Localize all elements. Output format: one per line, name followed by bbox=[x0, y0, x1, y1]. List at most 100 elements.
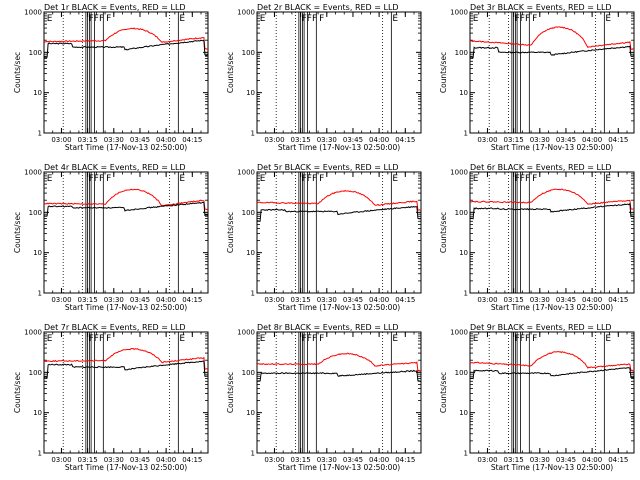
x-tick-label: 03:15 bbox=[504, 296, 524, 304]
x-tick-label: 03:30 bbox=[530, 136, 550, 144]
event-marker: E bbox=[392, 14, 398, 24]
y-tick-label: 100 bbox=[29, 49, 42, 57]
lld-series-line bbox=[43, 27, 209, 50]
x-tick-label: 03:15 bbox=[291, 456, 311, 464]
event-marker: FFF bbox=[515, 334, 531, 344]
x-tick-label: 04:15 bbox=[182, 136, 202, 144]
event-marker: E bbox=[260, 174, 266, 184]
y-tick-label: 1 bbox=[251, 450, 255, 458]
y-tick-label: 100 bbox=[242, 369, 255, 377]
y-tick-label: 100 bbox=[455, 369, 468, 377]
events-series-line bbox=[256, 369, 422, 382]
x-tick-label: 03:00 bbox=[51, 296, 71, 304]
x-tick-label: 03:00 bbox=[264, 296, 284, 304]
y-axis-label: Counts/sec bbox=[439, 372, 448, 413]
y-tick-label: 1000 bbox=[450, 329, 468, 337]
events-series-line bbox=[43, 360, 209, 379]
x-tick-label: 03:30 bbox=[104, 456, 124, 464]
events-series-line bbox=[43, 39, 208, 59]
event-marker: E bbox=[47, 334, 53, 344]
event-marker: E bbox=[473, 334, 479, 344]
y-tick-label: 1000 bbox=[24, 169, 42, 177]
y-tick-label: 1 bbox=[464, 450, 468, 458]
x-tick-label: 03:45 bbox=[343, 136, 363, 144]
x-tick-label: 04:00 bbox=[156, 136, 176, 144]
event-marker: E bbox=[473, 14, 479, 24]
x-tick-label: 04:15 bbox=[182, 456, 202, 464]
y-tick-label: 100 bbox=[242, 49, 255, 57]
x-tick-label: 03:00 bbox=[51, 456, 71, 464]
panel-det-4: Det 4r BLACK = Events, RED = LLD Counts/s… bbox=[13, 163, 209, 312]
panel-title: Det 9r BLACK = Events, RED = LLD bbox=[470, 323, 612, 332]
y-axis-label: Counts/sec bbox=[226, 372, 235, 413]
x-tick-label: 03:15 bbox=[78, 456, 98, 464]
y-tick-label: 10 bbox=[246, 249, 255, 257]
plot-frame bbox=[256, 11, 422, 134]
x-tick-label: 03:00 bbox=[477, 136, 497, 144]
panel-det-2: Det 2r BLACK = Events, RED = LLD Counts/s… bbox=[226, 3, 422, 152]
plot-frame bbox=[43, 331, 209, 454]
y-axis-label: Counts/sec bbox=[13, 372, 22, 413]
event-marker: E bbox=[605, 14, 611, 24]
y-tick-label: 10 bbox=[459, 409, 468, 417]
y-tick-label: 10 bbox=[246, 89, 255, 97]
y-tick-label: 1 bbox=[251, 130, 255, 138]
panel-title: Det 2r BLACK = Events, RED = LLD bbox=[257, 3, 399, 12]
x-tick-label: 03:30 bbox=[530, 296, 550, 304]
x-axis-label: Start Time (17-Nov-13 02:50:00) bbox=[278, 463, 400, 472]
event-marker: F bbox=[319, 174, 324, 184]
x-tick-label: 04:15 bbox=[608, 296, 628, 304]
panel-title: Det 8r BLACK = Events, RED = LLD bbox=[257, 323, 399, 332]
x-tick-label: 03:45 bbox=[343, 456, 363, 464]
y-axis-label: Counts/sec bbox=[439, 212, 448, 253]
x-tick-label: 03:30 bbox=[317, 296, 337, 304]
y-tick-label: 1 bbox=[464, 290, 468, 298]
x-axis-label: Start Time (17-Nov-13 02:50:00) bbox=[491, 463, 613, 472]
event-marker: FFF bbox=[515, 174, 531, 184]
plot-frame bbox=[43, 171, 209, 294]
y-tick-label: 10 bbox=[33, 89, 42, 97]
panel-title: Det 5r BLACK = Events, RED = LLD bbox=[257, 163, 399, 172]
plot-frame bbox=[469, 11, 635, 134]
x-tick-label: 03:30 bbox=[104, 136, 124, 144]
x-tick-label: 04:15 bbox=[608, 456, 628, 464]
lld-series-line bbox=[257, 190, 422, 211]
lld-series-line bbox=[43, 188, 209, 211]
y-axis-label: Counts/sec bbox=[439, 52, 448, 93]
x-tick-label: 03:00 bbox=[51, 136, 71, 144]
event-marker: FFF bbox=[515, 14, 531, 24]
x-axis-label: Start Time (17-Nov-13 02:50:00) bbox=[491, 143, 613, 152]
event-marker: F bbox=[106, 334, 111, 344]
x-tick-label: 04:00 bbox=[369, 296, 389, 304]
x-tick-label: 04:15 bbox=[395, 136, 415, 144]
panel-title: Det 4r BLACK = Events, RED = LLD bbox=[44, 163, 186, 172]
x-axis-label: Start Time (17-Nov-13 02:50:00) bbox=[491, 303, 613, 312]
x-tick-label: 04:00 bbox=[582, 456, 602, 464]
event-marker: E bbox=[179, 174, 185, 184]
panel-det-7: Det 7r BLACK = Events, RED = LLD Counts/s… bbox=[13, 323, 209, 472]
x-tick-label: 04:00 bbox=[582, 136, 602, 144]
panel-det-8: Det 8r BLACK = Events, RED = LLD Counts/s… bbox=[226, 323, 422, 472]
x-tick-label: 03:45 bbox=[343, 296, 363, 304]
x-tick-label: 03:00 bbox=[264, 136, 284, 144]
plot-frame bbox=[256, 171, 422, 294]
y-tick-label: 100 bbox=[29, 209, 42, 217]
x-tick-label: 03:45 bbox=[130, 296, 150, 304]
plot-frame bbox=[469, 331, 635, 454]
event-marker: E bbox=[473, 174, 479, 184]
y-tick-label: 1000 bbox=[237, 169, 255, 177]
event-marker: E bbox=[179, 334, 185, 344]
panel-det-6: Det 6r BLACK = Events, RED = LLD Counts/s… bbox=[439, 163, 635, 312]
panel-det-5: Det 5r BLACK = Events, RED = LLD Counts/s… bbox=[226, 163, 422, 312]
events-series-line bbox=[43, 201, 209, 217]
y-tick-label: 1000 bbox=[450, 169, 468, 177]
event-marker: F bbox=[532, 174, 537, 184]
y-tick-label: 1000 bbox=[450, 9, 468, 17]
x-tick-label: 04:00 bbox=[582, 296, 602, 304]
event-marker: E bbox=[260, 334, 266, 344]
event-marker: FFF bbox=[302, 14, 318, 24]
y-axis-label: Counts/sec bbox=[13, 212, 22, 253]
y-axis-label: Counts/sec bbox=[13, 52, 22, 93]
events-series-line bbox=[256, 205, 422, 222]
